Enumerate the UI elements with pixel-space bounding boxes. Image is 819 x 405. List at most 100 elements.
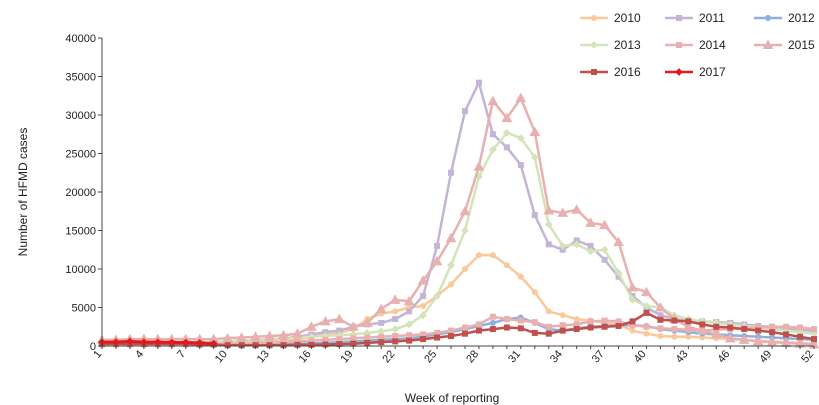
point-2013-40	[642, 302, 651, 310]
x-axis-title: Week of reporting	[405, 391, 500, 405]
y-tick-label-35000: 35000	[65, 72, 96, 84]
point-2014-36	[587, 318, 594, 325]
point-2015-28	[473, 161, 485, 171]
point-2015-18	[333, 313, 345, 324]
series-line-2015	[102, 96, 815, 346]
point-2011-18	[336, 327, 343, 334]
legend-swatch-marker-2011	[676, 15, 682, 21]
point-2013-33	[544, 220, 553, 229]
point-2016-15	[294, 341, 301, 348]
point-2013-46	[726, 320, 735, 329]
point-2015-27	[459, 205, 471, 216]
point-2010-43	[685, 333, 692, 340]
point-2015-23	[403, 295, 415, 306]
point-2014-51	[797, 324, 804, 331]
legend-label-2016: 2016	[614, 65, 641, 79]
point-2016-34	[559, 327, 566, 334]
point-2016-37	[601, 323, 608, 330]
point-2014-30	[503, 316, 510, 323]
legend-label-2010: 2010	[614, 11, 641, 25]
point-2011-37	[601, 256, 608, 263]
point-2016-50	[783, 331, 790, 338]
point-2010-31	[517, 273, 524, 280]
y-axis-title: Number of HFMD cases	[16, 128, 30, 257]
point-2013-31	[516, 134, 525, 142]
x-tick-label-25: 25	[422, 348, 439, 365]
point-2013-30	[502, 128, 511, 137]
x-tick-label-40: 40	[632, 348, 649, 365]
point-2017-4	[139, 338, 148, 347]
x-tick-label-46: 46	[715, 348, 732, 365]
point-2014-39	[629, 322, 636, 329]
point-2015-39	[627, 282, 638, 292]
point-2015-49	[766, 336, 778, 347]
point-2010-26	[448, 281, 455, 288]
point-2010-28	[475, 252, 482, 259]
y-tick-label-30000: 30000	[65, 110, 96, 122]
point-2016-45	[713, 323, 720, 330]
point-2015-16	[306, 321, 317, 331]
point-2014-42	[671, 326, 678, 333]
x-tick-label-19: 19	[339, 348, 356, 365]
point-2015-25	[431, 255, 443, 266]
legend-label-2013: 2013	[614, 38, 641, 52]
point-2014-23	[406, 332, 413, 339]
point-2015-21	[375, 303, 387, 314]
legend-label-2011: 2011	[699, 11, 725, 25]
point-2015-37	[599, 219, 610, 230]
y-tick-label-20000: 20000	[65, 187, 96, 199]
point-2011-25	[434, 242, 441, 249]
point-2015-33	[543, 205, 555, 215]
point-2015-8	[194, 333, 206, 344]
point-2017-2	[112, 338, 120, 347]
point-2011-30	[503, 144, 510, 151]
point-2016-25	[434, 334, 441, 341]
point-2014-40	[643, 323, 650, 330]
y-tick-label-5000: 5000	[72, 303, 96, 315]
point-2015-30	[501, 112, 513, 123]
legend-label-2014: 2014	[699, 38, 726, 52]
x-tick-label-16: 16	[297, 348, 314, 365]
point-2015-13	[264, 330, 275, 341]
x-tick-label-49: 49	[757, 348, 774, 365]
point-2011-31	[517, 162, 524, 169]
point-2015-9	[208, 333, 220, 344]
point-2014-52	[811, 326, 817, 333]
point-2017-8	[195, 339, 204, 347]
point-2015-40	[641, 286, 652, 297]
x-tick-label-31: 31	[506, 348, 523, 365]
point-2014-37	[601, 317, 608, 324]
x-tick-label-34: 34	[548, 348, 565, 365]
point-2013-34	[558, 242, 567, 250]
point-2014-41	[657, 325, 664, 332]
point-2010-29	[489, 252, 496, 259]
point-2014-24	[420, 331, 427, 338]
point-2015-34	[557, 207, 569, 217]
point-2015-14	[278, 329, 289, 340]
point-2016-26	[448, 332, 455, 339]
legend-item-2010: 2010	[580, 11, 641, 25]
point-2016-36	[587, 324, 594, 331]
point-2015-38	[613, 236, 624, 247]
point-2015-22	[389, 294, 401, 304]
legend-label-2012: 2012	[788, 11, 815, 25]
point-2016-35	[573, 326, 580, 333]
point-2017-6	[167, 338, 176, 347]
y-tick-label-10000: 10000	[65, 264, 96, 276]
point-2014-33	[545, 323, 552, 330]
point-2016-39	[629, 318, 636, 325]
legend-swatch-marker-2017	[675, 68, 683, 76]
point-2013-32	[530, 153, 539, 162]
point-2013-37	[600, 245, 609, 254]
point-2017-9	[209, 339, 218, 348]
point-2013-27	[461, 226, 469, 235]
point-2014-50	[783, 323, 790, 330]
point-2015-44	[696, 325, 708, 335]
point-2016-12	[252, 342, 259, 349]
point-2016-42	[671, 317, 678, 324]
point-2010-39	[629, 327, 636, 334]
point-2010-42	[671, 333, 678, 340]
point-2016-48	[755, 327, 762, 334]
x-tick-label-22: 22	[380, 348, 397, 365]
series-line-2016	[102, 311, 815, 347]
